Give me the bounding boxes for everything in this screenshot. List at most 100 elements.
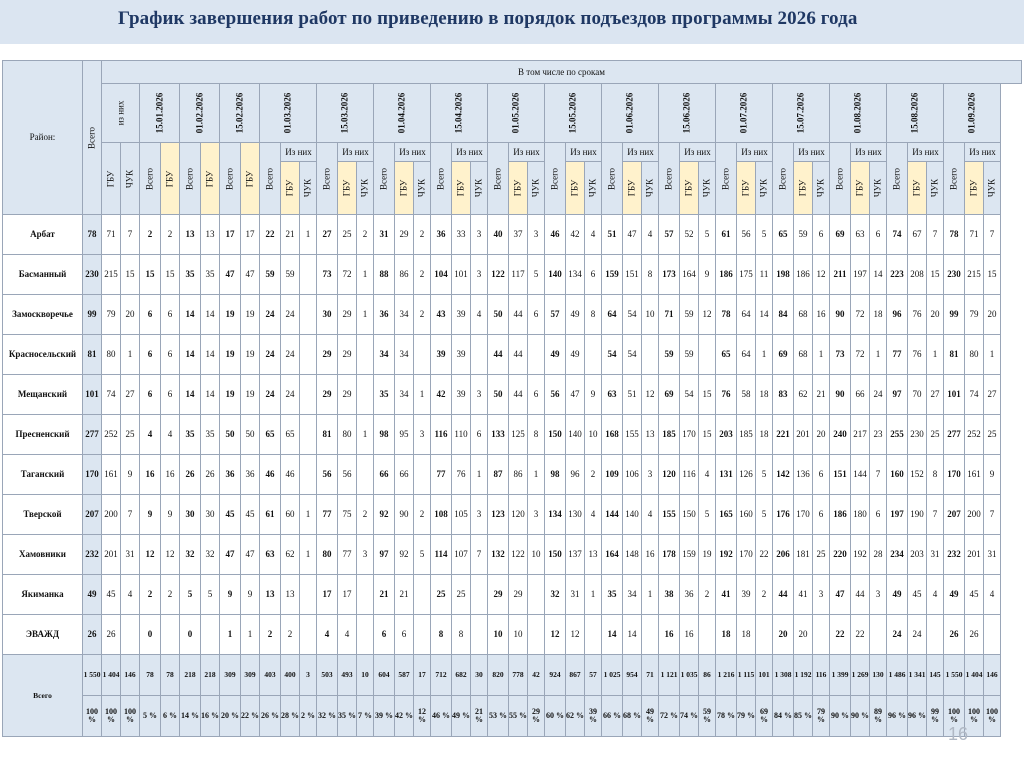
header-of-them: из них [101, 83, 140, 143]
table-cell [470, 574, 488, 615]
table-cell [356, 374, 374, 415]
district-name: Мещанский [2, 374, 83, 415]
header-total: Всего [373, 142, 395, 215]
total-cell: 587 [394, 654, 414, 696]
header-total-text: Всего [549, 167, 560, 190]
table-cell [356, 454, 374, 495]
table-cell: 10 [527, 534, 545, 575]
table-cell: 45 [219, 494, 241, 535]
table-cell: 46 [280, 454, 300, 495]
table-cell: 2 [160, 574, 180, 615]
table-cell: 140 [565, 414, 585, 455]
table-cell: 7 [869, 454, 887, 495]
table-cell: 110 [451, 414, 471, 455]
table-cell: 35 [601, 574, 623, 615]
table-cell: 16 [641, 534, 659, 575]
table-cell: 15 [120, 254, 140, 295]
table-cell [200, 614, 220, 655]
table-cell: 26 [964, 614, 984, 655]
table-cell: 15 [698, 414, 716, 455]
table-cell: 42 [565, 214, 585, 255]
table-cell: 4 [120, 574, 140, 615]
header-total-text: Всего [891, 167, 902, 190]
table-cell: 52 [679, 214, 699, 255]
table-cell: 45 [964, 574, 984, 615]
total-cell: 1 025 [601, 654, 623, 696]
table-cell: 72 [850, 334, 870, 375]
header-chuk-text: ЧУК [986, 178, 997, 198]
table-cell: 0 [179, 614, 201, 655]
percent-cell: 72 % [658, 695, 680, 737]
table-cell: 3 [812, 574, 830, 615]
table-cell: 125 [508, 414, 528, 455]
table-cell: 49 [886, 574, 908, 615]
header-chuk-text: ЧУК [587, 178, 598, 198]
table-cell: 6 [160, 374, 180, 415]
header-of-them: Из них [508, 142, 545, 162]
table-cell: 41 [793, 574, 813, 615]
table-row: Замоскворечье 99 79 20 6 6 14 14 19 19 24 24 30 29 1 36… [2, 294, 1022, 335]
table-cell: 3 [470, 214, 488, 255]
table-cell: 9 [240, 574, 260, 615]
header-gbu-text: ГБУ [512, 179, 523, 197]
table-cell: 78 [715, 294, 737, 335]
table-cell: 37 [508, 214, 528, 255]
total-cell: 10 [356, 654, 374, 696]
page-number: 16 [948, 724, 969, 744]
table-cell: 3 [413, 414, 431, 455]
table-cell: 59 [658, 334, 680, 375]
table-cell: 3 [356, 534, 374, 575]
table-cell: 32 [200, 534, 220, 575]
table-cell: 13 [584, 534, 602, 575]
table-cell: 2 [139, 574, 161, 615]
table-cell: 10 [641, 294, 659, 335]
table-cell: 6 [139, 374, 161, 415]
percent-cell: 79 % [812, 695, 830, 737]
table-cell: 18 [869, 294, 887, 335]
percent-cell: 100 % [82, 695, 102, 737]
header-total: Всего [658, 142, 680, 215]
table-cell: 232 [82, 534, 102, 575]
date-header-text: 15.07.2026 [795, 92, 806, 134]
header-total: Всего [316, 142, 338, 215]
total-cell: 1 341 [907, 654, 927, 696]
total-row: Всего 1 550 1 404 146 78 78 218 218 309 309 403 400… [2, 654, 1022, 737]
table-cell: 7 [120, 214, 140, 255]
table-cell: 152 [907, 454, 927, 495]
table-cell: 176 [772, 494, 794, 535]
table-cell [527, 574, 545, 615]
table-cell: 9 [139, 494, 161, 535]
table-cell: 164 [601, 534, 623, 575]
table-cell [983, 614, 1001, 655]
table-cell: 47 [219, 254, 241, 295]
table-cell: 99 [943, 294, 965, 335]
table-cell: 63 [601, 374, 623, 415]
percent-cell: 100 % [964, 695, 984, 737]
table-cell [869, 614, 887, 655]
table-cell: 65 [280, 414, 300, 455]
table-cell: 197 [850, 254, 870, 295]
percent-cell: 16 % [200, 695, 220, 737]
table-cell: 17 [219, 214, 241, 255]
percent-cell: 12 % [413, 695, 431, 737]
table-cell: 18 [715, 614, 737, 655]
header-chuk: ЧУК [527, 161, 545, 215]
table-cell [160, 614, 180, 655]
table-cell: 2 [259, 614, 281, 655]
table-cell: 90 [394, 494, 414, 535]
percent-cell: 28 % [280, 695, 300, 737]
table-cell: 97 [886, 374, 908, 415]
header-total-text: Всего [834, 167, 845, 190]
table-cell: 17 [240, 214, 260, 255]
table-cell: 20 [793, 614, 813, 655]
table-cell: 4 [926, 574, 944, 615]
total-cell: 309 [219, 654, 241, 696]
header-chuk: ЧУК [356, 161, 374, 215]
date-header: 01.09.2026 [943, 83, 1001, 143]
table-cell: 20 [983, 294, 1001, 335]
table-cell: 10 [508, 614, 528, 655]
table-cell: 66 [850, 374, 870, 415]
table-cell [413, 614, 431, 655]
table-cell: 1 [299, 214, 317, 255]
table-cell: 130 [565, 494, 585, 535]
